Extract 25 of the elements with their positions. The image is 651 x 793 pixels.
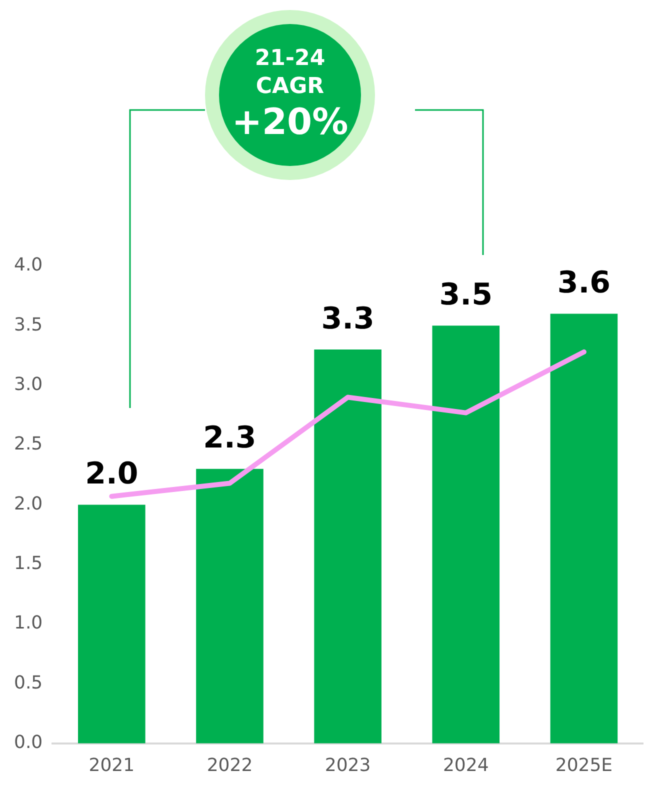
badge: 21-24 CAGR +20% [205,10,375,180]
x-tick-label: 2024 [442,754,489,776]
data-label: 2.3 [203,420,256,456]
y-tick-label: 0.0 [14,732,43,754]
x-tick-label: 2022 [206,754,253,776]
bar [196,468,264,744]
y-tick-label: 2.5 [14,434,43,455]
y-tick-label: 0.5 [14,672,43,694]
x-tick-label: 2023 [324,754,371,776]
bar [432,326,500,744]
bar [314,350,382,744]
data-label: 3.3 [321,301,374,336]
x-tick-label: 2025E [555,754,613,776]
bar [550,314,618,744]
y-tick-label: 3.0 [14,374,43,396]
y-tick-label: 2.0 [14,493,43,514]
x-tick-label: 2021 [88,754,135,776]
y-tick-label: 3.5 [14,314,43,336]
data-label: 3.6 [557,266,611,301]
bar [78,504,146,744]
y-tick-label: 1.5 [14,553,43,574]
y-tick-label: 1.0 [14,612,43,634]
data-label: 2.0 [85,456,138,492]
y-tick-label: 4.0 [14,254,43,276]
data-label: 3.5 [439,277,492,312]
